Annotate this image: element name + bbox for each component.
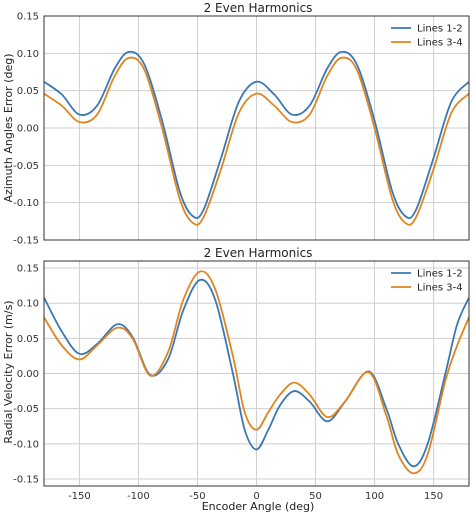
- chart-2-xtick-label: -100: [127, 491, 150, 502]
- chart-1-axes: -0.15 -0.10 -0.05 0.00 0.05 0.10 0.15 Lines 1-2…: [13, 12, 470, 247]
- chart-2-xlabel: Encoder Angle (deg): [202, 500, 315, 513]
- chart-2-ytick-label: -0.15: [13, 474, 39, 485]
- chart-1-series-line-2: [44, 56, 469, 226]
- chart-2-xtick-label: 100: [365, 491, 384, 502]
- chart-2-axes: -0.15 -0.10 -0.05 0.00 0.05 0.10 0.15 -150 -100 -…: [13, 260, 470, 502]
- chart-2-ytick-label: 0.15: [17, 264, 39, 275]
- chart-1-ytick-label: -0.05: [13, 161, 39, 172]
- chart-2-xtick-label: -50: [189, 491, 205, 502]
- chart-2-title: 2 Even Harmonics: [204, 246, 313, 260]
- chart-1-ylabel: Azimuth Angles Error (deg): [2, 54, 15, 203]
- chart-2-series-line-2: [44, 270, 469, 475]
- chart-2-frame: [43, 260, 470, 487]
- chart-2-ytick-label: 0.05: [17, 334, 39, 345]
- chart-2-legend-label-1: Lines 1-2: [417, 269, 463, 280]
- chart-1-frame: [43, 15, 470, 241]
- chart-1-ytick-label: 0.00: [17, 124, 39, 135]
- chart-2-series-line-1: [44, 278, 469, 468]
- chart-2-ytick-label: 0.00: [17, 369, 39, 380]
- chart-1-ytick-label: 0.15: [17, 12, 39, 23]
- chart-1-title: 2 Even Harmonics: [204, 1, 313, 15]
- chart-2-xtick-label: 0: [253, 491, 259, 502]
- chart-2-xtick-label: 50: [309, 491, 322, 502]
- chart-1-legend-label-2: Lines 3-4: [417, 38, 463, 49]
- chart-2-ytick-label: -0.05: [13, 404, 39, 415]
- chart-2-ylabel: Radial Velocity Error (m/s): [2, 300, 15, 443]
- chart-2-legend-label-2: Lines 3-4: [417, 283, 463, 294]
- chart-1-legend-label-1: Lines 1-2: [417, 24, 463, 35]
- chart-2-ytick-label: -0.10: [13, 439, 39, 450]
- chart-1-ytick-label: 0.05: [17, 86, 39, 97]
- chart-1-ytick-label: 0.10: [17, 49, 39, 60]
- chart-1-ytick-label: -0.10: [13, 198, 39, 209]
- chart-2-ytick-label: 0.10: [17, 299, 39, 310]
- chart-1-ytick-label: -0.15: [13, 236, 39, 247]
- chart-1-series-line-1: [44, 50, 469, 220]
- chart-2-xtick-label: 150: [424, 491, 443, 502]
- chart-2-xtick-label: -150: [68, 491, 91, 502]
